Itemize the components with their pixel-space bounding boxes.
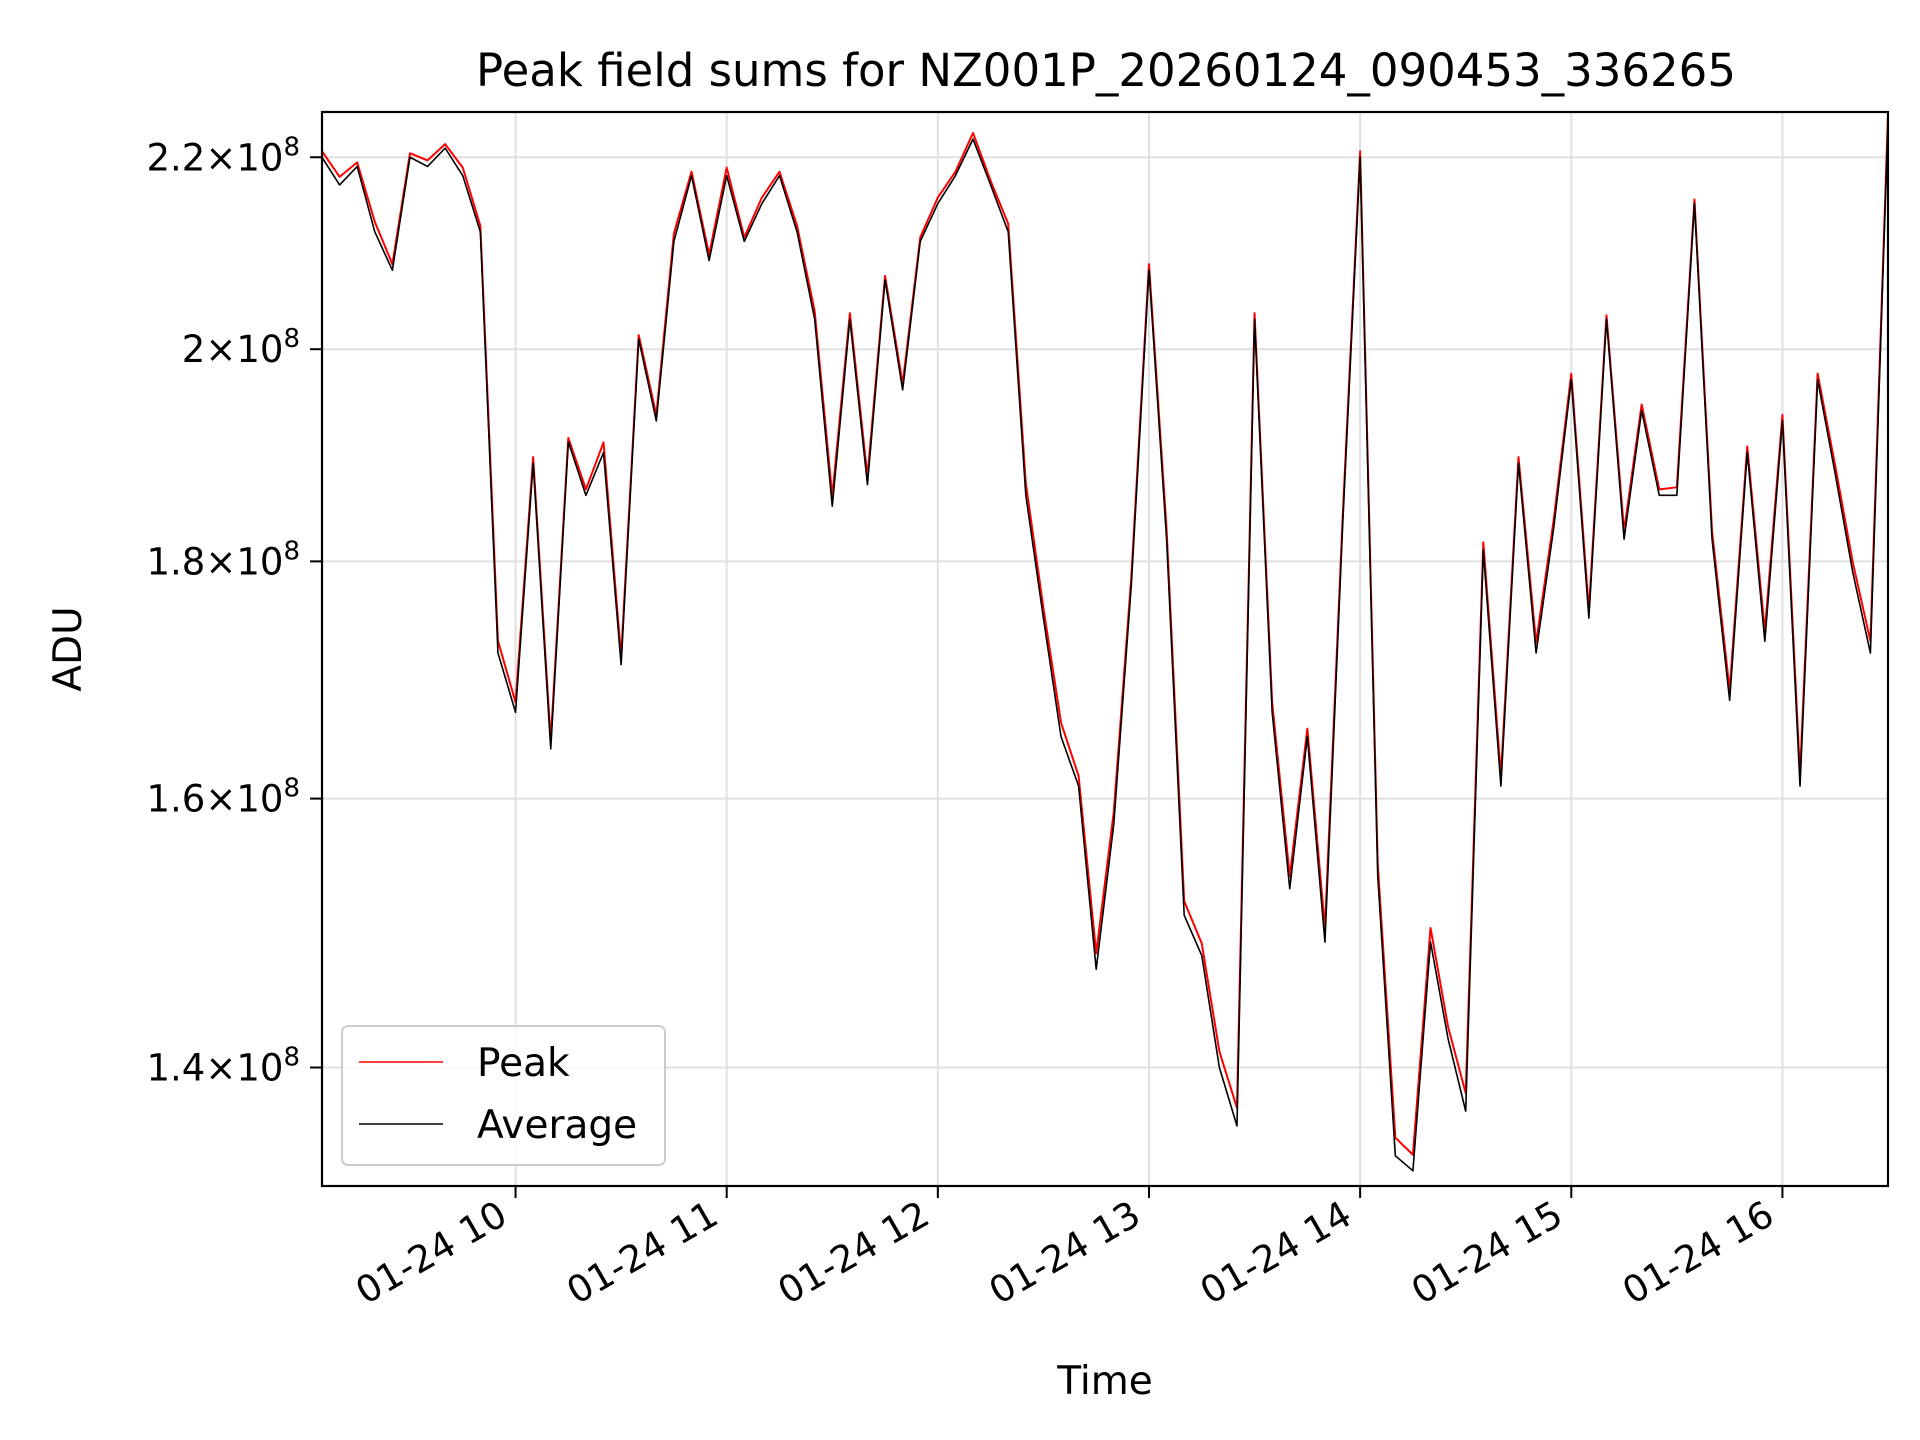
y-tick-label: 2.2×108 <box>147 132 301 179</box>
legend-label-peak: Peak <box>477 1041 570 1086</box>
legend-label-average: Average <box>477 1103 637 1148</box>
grid <box>322 112 1888 1186</box>
legend-box <box>341 1025 666 1166</box>
y-tick-label: 1.4×108 <box>147 1043 301 1090</box>
series-average-line <box>321 120 1889 1172</box>
y-tick-label: 1.6×108 <box>147 774 301 821</box>
chart-title: Peak field sums for NZ001P_20260124_0904… <box>476 44 1736 97</box>
y-tick-label: 1.8×108 <box>147 536 301 583</box>
plot-frame <box>320 110 1890 1188</box>
x-axis-label: Time <box>1056 1359 1152 1404</box>
plot-area <box>321 114 1889 1172</box>
y-axis-label: ADU <box>46 606 91 691</box>
y-tick-label: 2×108 <box>182 324 300 371</box>
legend: Peak Average <box>341 1025 666 1166</box>
series-peak-line <box>321 114 1889 1156</box>
y-axis: 1.4×108 1.6×108 1.8×108 2×108 2.2×108 <box>147 132 322 1090</box>
